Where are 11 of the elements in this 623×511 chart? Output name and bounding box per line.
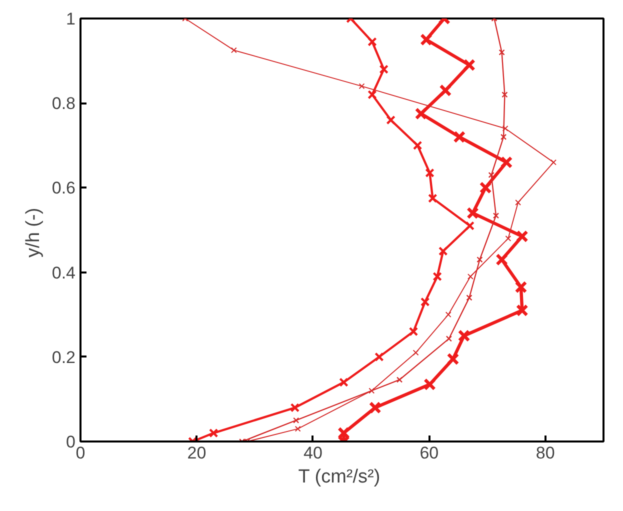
x-tick-label: 80 xyxy=(536,444,555,462)
y-axis-title: y/h (-) xyxy=(22,208,44,258)
y-tick-label: 0.6 xyxy=(52,178,76,198)
x-tick-label: 40 xyxy=(303,444,322,462)
x-axis-title: T (cm²/s²) xyxy=(298,466,380,488)
y-tick-label: 0.2 xyxy=(52,348,76,367)
x-tick-label: 20 xyxy=(187,444,206,462)
y-tick-label: 0.4 xyxy=(52,263,76,282)
x-tick-label: 60 xyxy=(420,444,439,462)
y-tick-label: 0.8 xyxy=(52,94,76,114)
y-tick-label: 1 xyxy=(66,10,76,28)
